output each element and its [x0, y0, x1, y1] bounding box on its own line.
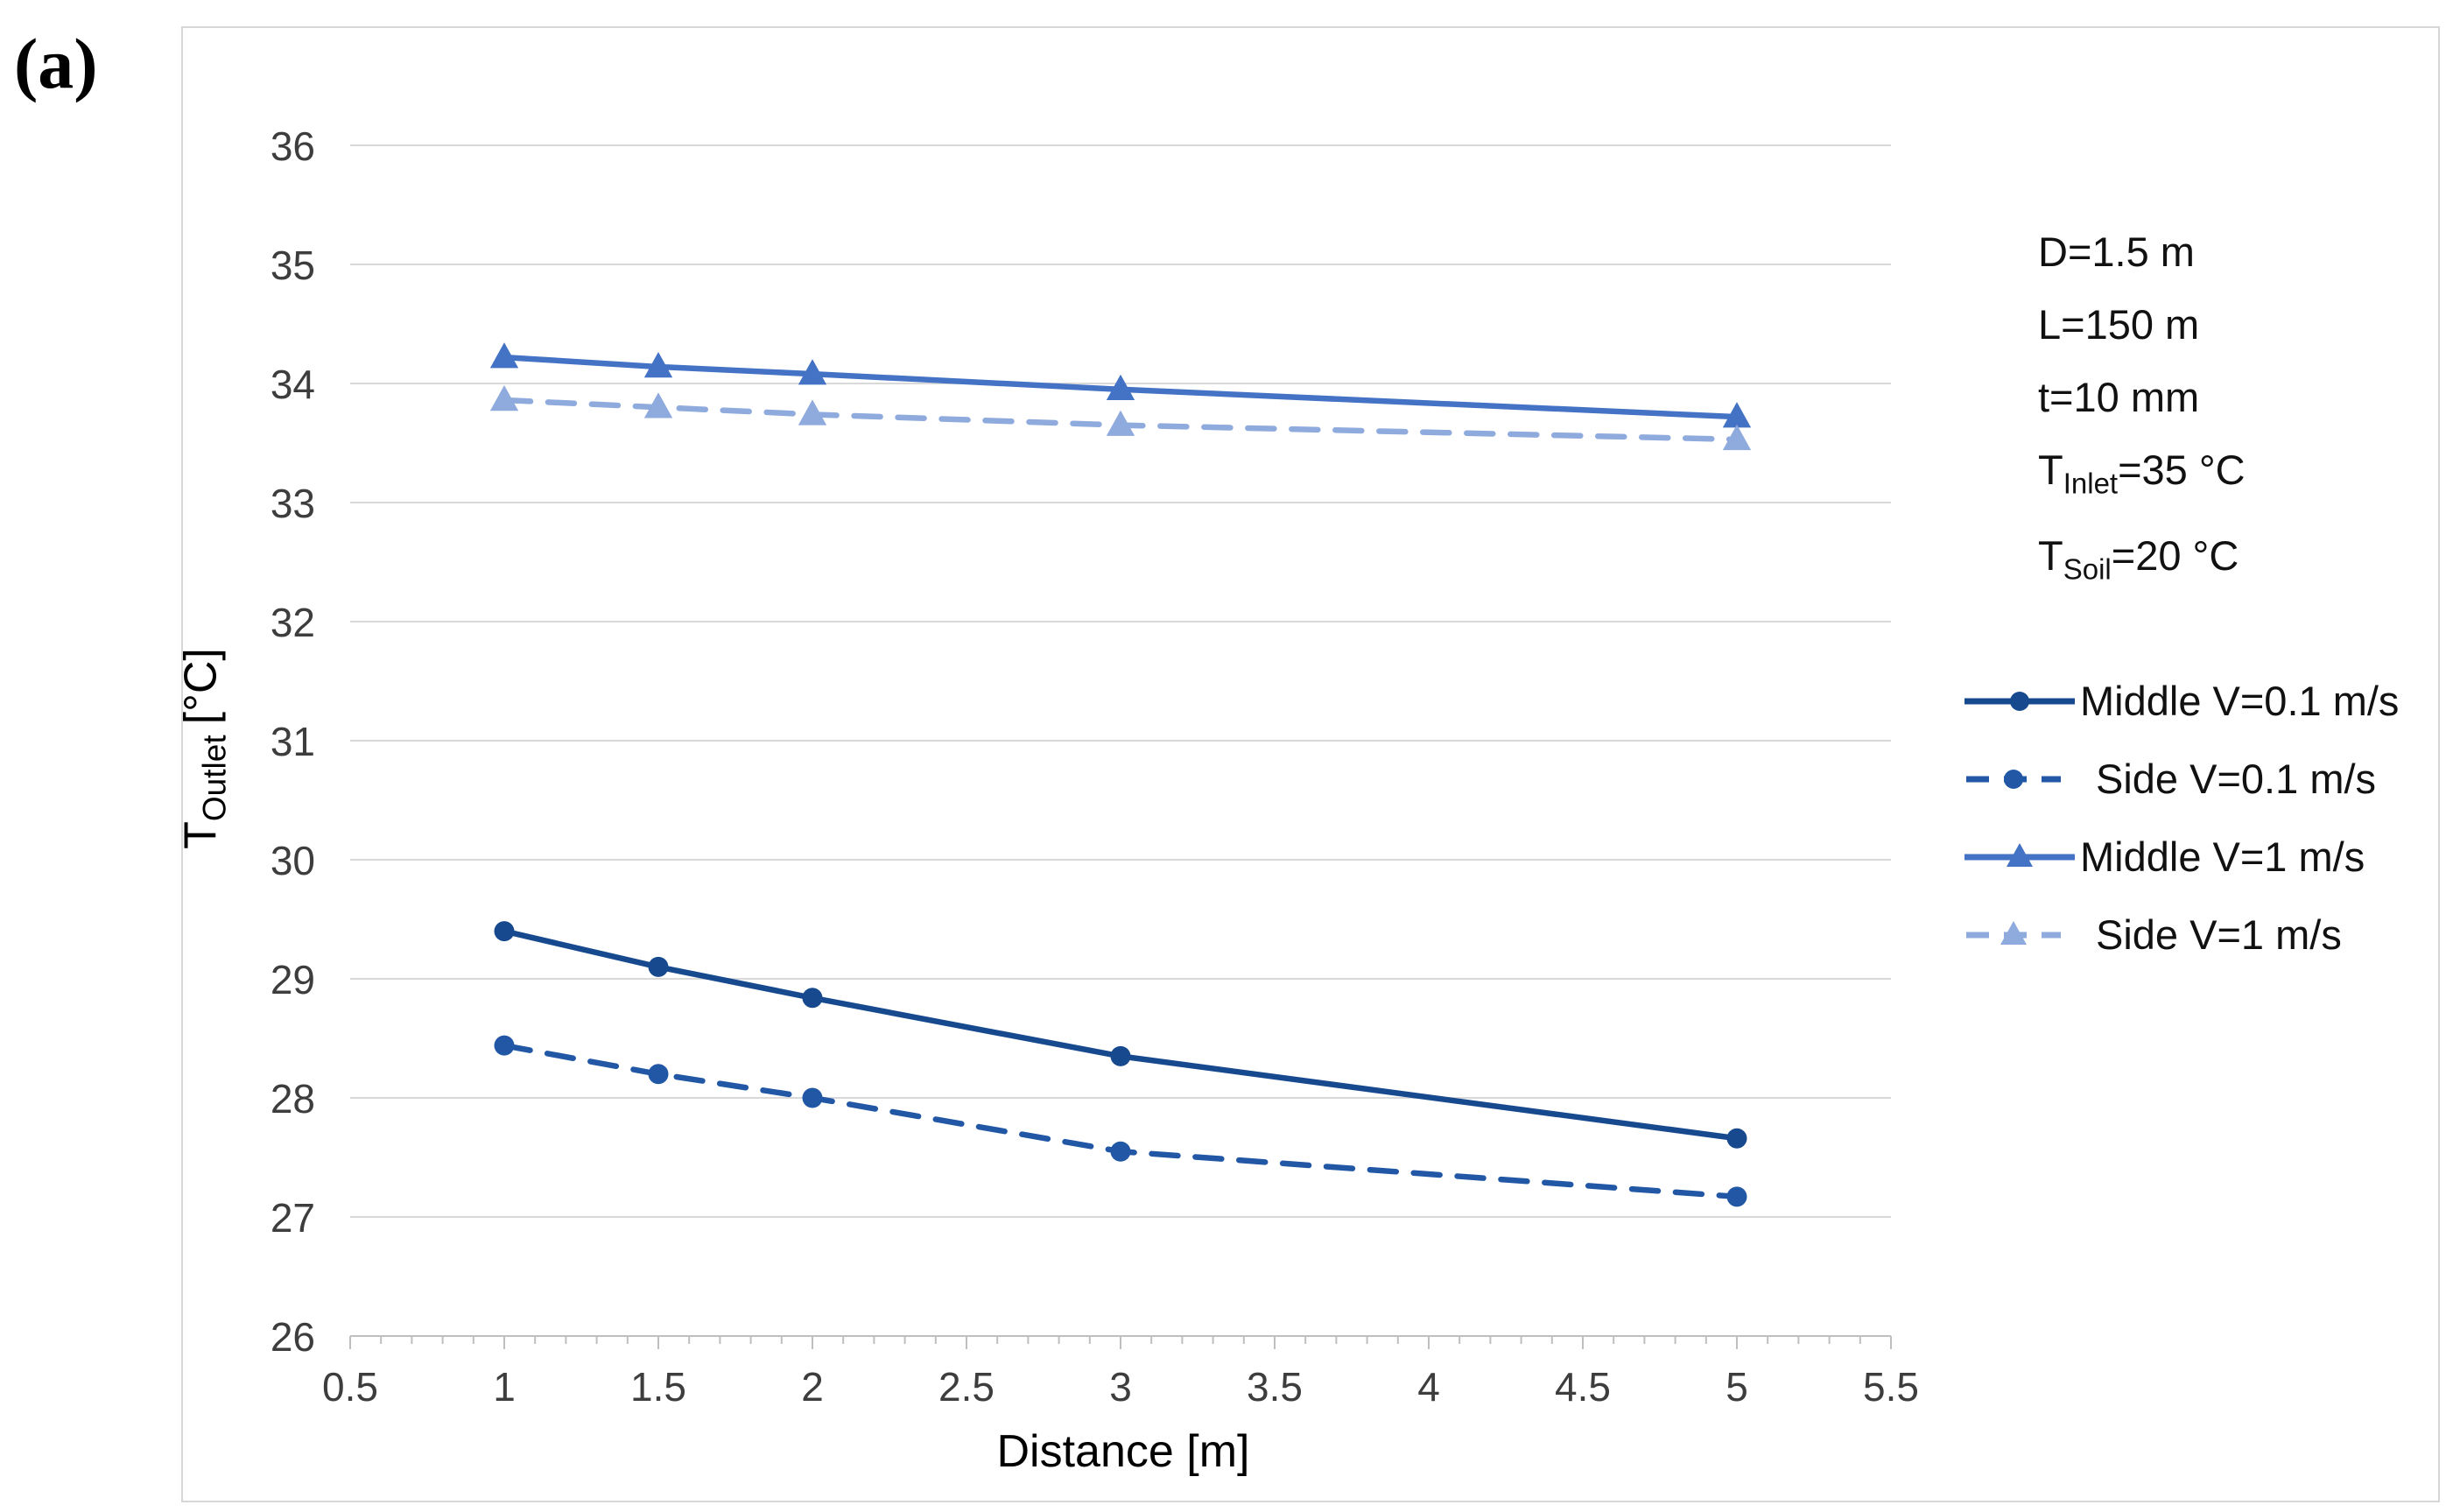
x-tick-label: 3.5 — [1247, 1364, 1303, 1410]
y-tick-label: 30 — [271, 838, 315, 883]
chart-legend: Middle V=0.1 m/s Side V=0.1 m/s Middle V=1… — [1963, 662, 2399, 974]
y-tick-label: 28 — [271, 1076, 315, 1122]
legend-solid-line-sample — [1964, 842, 2075, 867]
data-point-side-v-1-m-s — [1106, 410, 1135, 436]
data-point-side-v-1-m-s — [798, 399, 827, 425]
data-point-middle-v-1-m-s — [798, 359, 827, 385]
x-tick-label: 2.5 — [938, 1364, 995, 1410]
x-tick-label: 4.5 — [1555, 1364, 1611, 1410]
legend-label: Side V=0.1 m/s — [2096, 756, 2377, 802]
data-point-side-v-1-m-s — [643, 392, 673, 418]
parameter-annotation: D=1.5 m L=150 m t=10 mm TInlet=35 °C TSoil=2… — [2038, 215, 2246, 606]
annotation-line: TSoil=20 °C — [2038, 532, 2239, 586]
data-point-middle-v-1-m-s — [1106, 374, 1135, 401]
x-tick-label: 1.5 — [630, 1364, 686, 1410]
legend-item-middle-v-0.1-m-s: Middle V=0.1 m/s — [1963, 662, 2399, 740]
data-point-side-v-1-m-s — [489, 385, 519, 411]
data-point-side-v-0.1-m-s — [1110, 1141, 1131, 1162]
panel-label: (a) — [14, 24, 98, 103]
data-point-middle-v-1-m-s — [489, 342, 519, 369]
chart-figure — [181, 26, 2440, 1502]
x-tick-label: 1 — [493, 1364, 516, 1410]
data-point-middle-v-0.1-m-s — [494, 921, 515, 942]
data-point-middle-v-0.1-m-s — [802, 988, 823, 1009]
legend-dashed-line-sample — [1966, 769, 2061, 789]
y-axis-title-main: T — [175, 821, 227, 849]
x-tick-label: 5.5 — [1863, 1364, 1919, 1410]
y-tick-label: 29 — [271, 957, 315, 1002]
annotation-line: TInlet=35 °C — [2038, 447, 2246, 500]
x-tick-label: 5 — [1726, 1364, 1748, 1410]
y-axis-title: TOutlet [°C] — [174, 648, 233, 849]
triangle-marker-icon — [2000, 920, 2027, 945]
legend-item-side-v-1-m-s: Side V=1 m/s — [1963, 896, 2399, 974]
legend-label: Middle V=0.1 m/s — [2080, 678, 2400, 724]
legend-item-side-v-0.1-m-s: Side V=0.1 m/s — [1963, 740, 2399, 818]
circle-marker-icon — [2010, 691, 2029, 711]
y-tick-label: 33 — [271, 481, 315, 526]
x-tick-label: 2 — [801, 1364, 824, 1410]
y-tick-label: 34 — [271, 362, 315, 407]
legend-label: Middle V=1 m/s — [2080, 833, 2365, 880]
data-point-middle-v-1-m-s — [1722, 402, 1752, 428]
series-line-side-v-0.1-m-s — [501, 1042, 1740, 1200]
series-line-middle-v-0.1-m-s — [501, 928, 1740, 1142]
data-point-side-v-1-m-s — [1722, 424, 1752, 451]
legend-dashed-line-sample — [1966, 920, 2061, 945]
annotation-line: D=1.5 m — [2038, 229, 2195, 275]
legend-solid-line-sample — [1964, 691, 2075, 711]
data-point-side-v-0.1-m-s — [802, 1087, 823, 1108]
data-point-side-v-0.1-m-s — [494, 1035, 515, 1056]
y-tick-label: 26 — [271, 1314, 315, 1360]
y-axis-title-unit: [°C] — [175, 648, 227, 725]
data-point-middle-v-0.1-m-s — [1726, 1128, 1747, 1149]
annotation-line: t=10 mm — [2038, 374, 2200, 420]
data-point-middle-v-0.1-m-s — [1110, 1045, 1131, 1066]
annotation-line: L=150 m — [2038, 301, 2200, 348]
y-tick-label: 32 — [271, 600, 315, 645]
data-point-middle-v-0.1-m-s — [648, 956, 669, 977]
x-tick-label: 4 — [1417, 1364, 1440, 1410]
legend-label: Side V=1 m/s — [2096, 911, 2342, 958]
data-point-side-v-0.1-m-s — [1726, 1186, 1747, 1207]
data-point-middle-v-1-m-s — [643, 351, 673, 378]
triangle-marker-icon — [2007, 842, 2033, 867]
y-tick-label: 35 — [271, 243, 315, 288]
legend-item-middle-v-1-m-s: Middle V=1 m/s — [1963, 818, 2399, 896]
circle-marker-icon — [2004, 769, 2023, 789]
x-tick-label: 3 — [1109, 1364, 1132, 1410]
data-point-side-v-0.1-m-s — [648, 1064, 669, 1085]
y-tick-label: 36 — [271, 123, 315, 169]
x-tick-label: 0.5 — [322, 1364, 378, 1410]
y-tick-label: 31 — [271, 719, 315, 764]
x-axis-title: Distance [m] — [996, 1426, 1250, 1477]
y-tick-label: 27 — [271, 1195, 315, 1241]
y-axis-title-subscript: Outlet — [196, 735, 233, 822]
